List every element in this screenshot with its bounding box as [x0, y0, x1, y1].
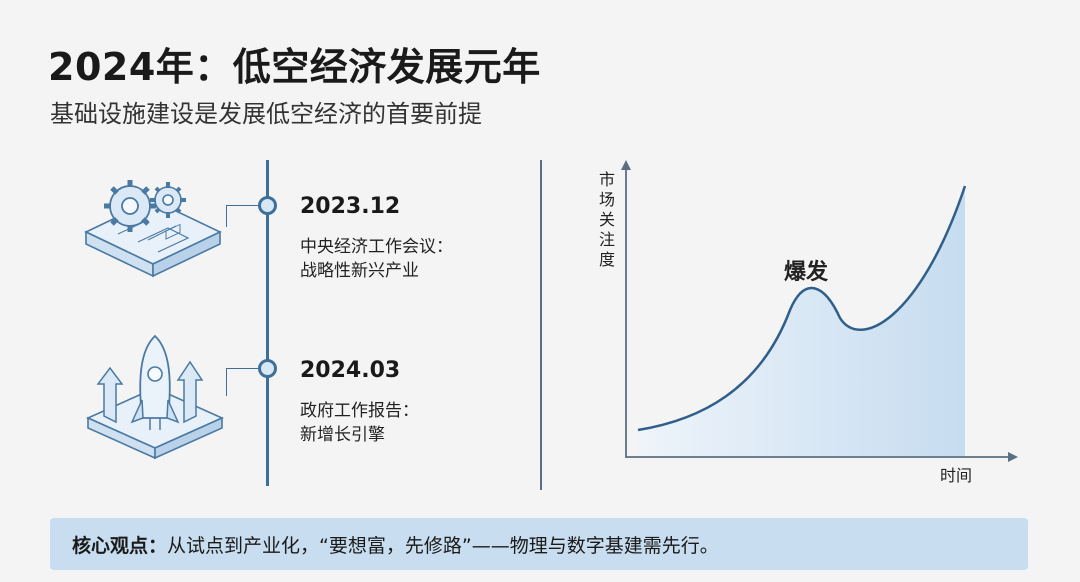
event-date: 2024.03	[300, 358, 401, 383]
page-subtitle: 基础设施建设是发展低空经济的首要前提	[50, 100, 482, 128]
timeline-node	[258, 196, 277, 215]
y-axis-label: 市场关注度	[598, 170, 615, 269]
page-title: 2024年：低空经济发展元年	[48, 45, 541, 89]
timeline-axis	[266, 160, 269, 486]
event-date: 2023.12	[300, 194, 401, 219]
x-axis-label: 时间	[940, 466, 973, 485]
key-insight-body: 从试点到产业化，“要想富，先修路”——物理与数字基建需先行。	[167, 535, 719, 557]
event-description: 战略性新兴产业	[300, 261, 419, 281]
x-axis-arrow	[1008, 452, 1018, 462]
event-description: 新增长引擎	[300, 425, 385, 445]
timeline-node	[258, 359, 277, 378]
key-insight-text: 核心观点：从试点到产业化，“要想富，先修路”——物理与数字基建需先行。	[72, 531, 719, 558]
connector-line	[226, 205, 258, 227]
peak-annotation: 爆发	[784, 260, 829, 285]
chart-line	[637, 185, 967, 432]
key-insight-bar	[50, 518, 1028, 570]
section-divider	[540, 160, 542, 490]
rocket-arrows-icon	[86, 334, 224, 460]
gears-blueprint-icon	[84, 180, 222, 278]
y-axis-arrow	[621, 160, 631, 170]
event-description: 中央经济工作会议：	[300, 237, 453, 257]
key-insight-label: 核心观点：	[72, 535, 168, 557]
event-description: 政府工作报告：	[300, 401, 419, 421]
chart-area	[638, 186, 965, 456]
connector-line	[226, 368, 258, 396]
